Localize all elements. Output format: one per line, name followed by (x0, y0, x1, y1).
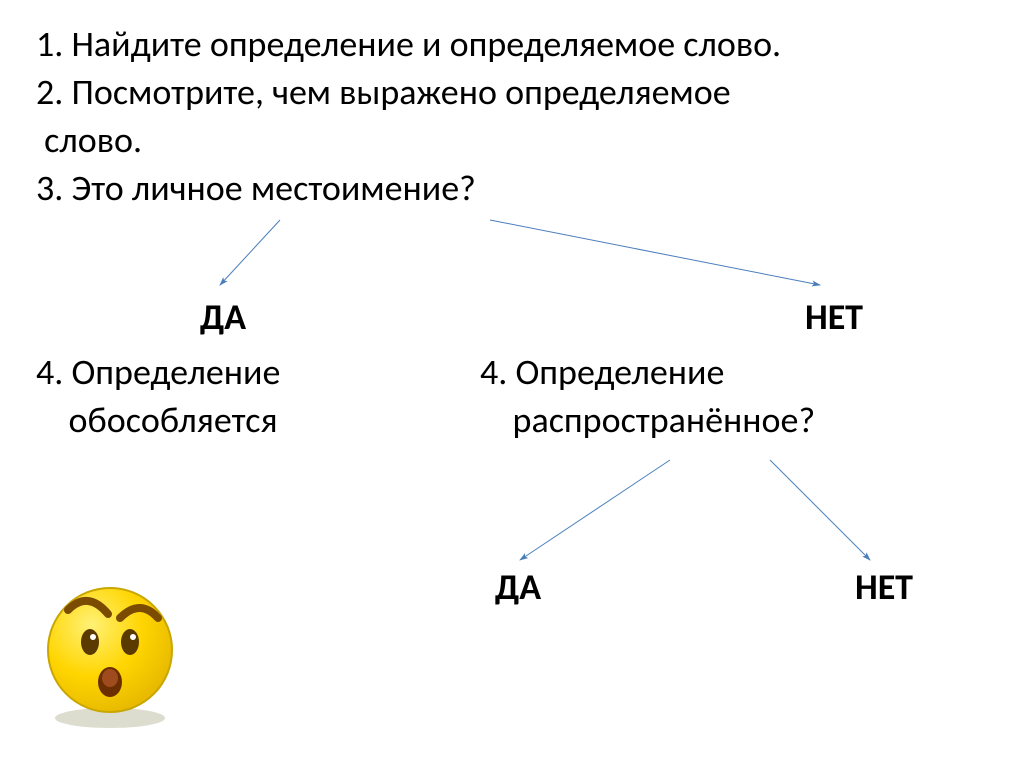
arrow-line-4 (770, 460, 870, 560)
smiley-icon (30, 570, 190, 730)
arrow-line-1 (220, 220, 280, 285)
arrow-line-3 (520, 460, 670, 560)
arrow-line-2 (490, 220, 820, 285)
